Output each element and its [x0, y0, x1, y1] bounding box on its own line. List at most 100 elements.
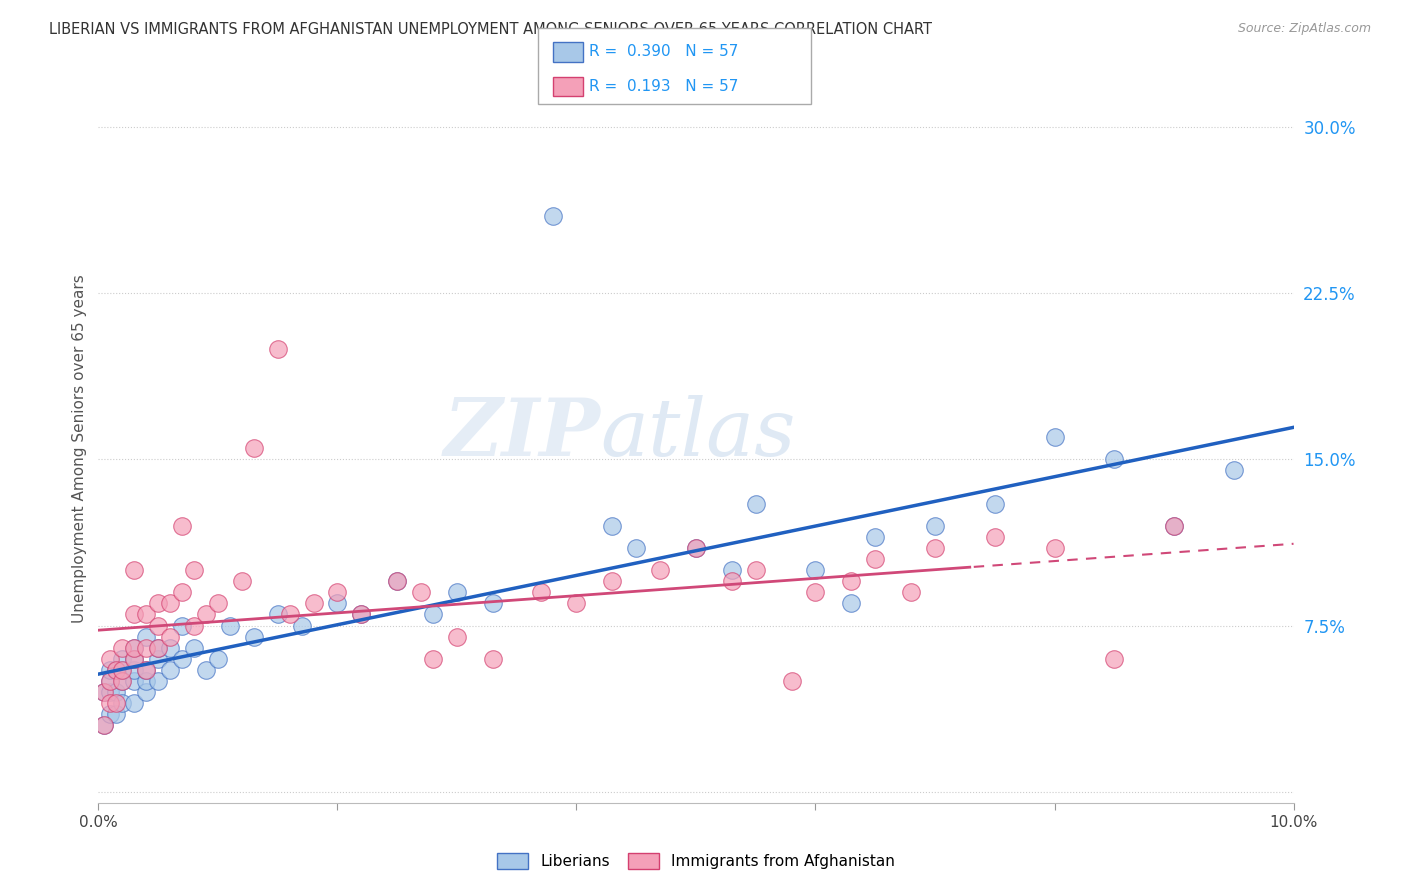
Point: [172, 585, 194, 599]
Point: [159, 640, 181, 655]
Point: [1163, 518, 1185, 533]
Text: ZIP: ZIP: [443, 395, 600, 473]
Point: [422, 607, 444, 622]
Point: [924, 518, 946, 533]
Point: [159, 663, 181, 677]
Point: [172, 652, 194, 666]
Text: LIBERIAN VS IMMIGRANTS FROM AFGHANISTAN UNEMPLOYMENT AMONG SENIORS OVER 65 YEARS: LIBERIAN VS IMMIGRANTS FROM AFGHANISTAN …: [49, 22, 932, 37]
Point: [1043, 541, 1066, 555]
Point: [804, 585, 827, 599]
Point: [291, 618, 314, 632]
Point: [385, 574, 409, 589]
Point: [1043, 430, 1066, 444]
Point: [148, 618, 170, 632]
Point: [111, 663, 134, 677]
Point: [105, 663, 128, 677]
Point: [446, 630, 468, 644]
Point: [111, 696, 134, 710]
Point: [207, 596, 229, 610]
Point: [98, 707, 122, 722]
Point: [135, 685, 157, 699]
Point: [98, 696, 122, 710]
Point: [124, 640, 146, 655]
Point: [984, 497, 1007, 511]
Text: R =  0.193   N = 57: R = 0.193 N = 57: [589, 79, 738, 94]
Point: [124, 607, 146, 622]
Text: Source: ZipAtlas.com: Source: ZipAtlas.com: [1237, 22, 1371, 36]
Point: [207, 652, 229, 666]
Point: [685, 541, 707, 555]
Point: [105, 663, 128, 677]
Point: [135, 640, 157, 655]
Point: [148, 640, 170, 655]
Point: [446, 585, 468, 599]
Point: [111, 663, 134, 677]
Point: [98, 652, 122, 666]
Point: [865, 530, 887, 544]
Point: [159, 630, 181, 644]
Point: [183, 563, 205, 577]
Point: [135, 607, 157, 622]
Point: [219, 618, 242, 632]
Point: [231, 574, 253, 589]
Text: atlas: atlas: [600, 395, 796, 473]
Point: [482, 652, 505, 666]
Point: [98, 685, 122, 699]
Point: [1104, 652, 1126, 666]
Point: [1163, 518, 1185, 533]
Y-axis label: Unemployment Among Seniors over 65 years: Unemployment Among Seniors over 65 years: [72, 274, 87, 623]
Point: [924, 541, 946, 555]
Point: [984, 530, 1007, 544]
Point: [721, 563, 744, 577]
Point: [482, 596, 505, 610]
Point: [135, 673, 157, 688]
Point: [148, 673, 170, 688]
Point: [183, 640, 205, 655]
Point: [602, 574, 624, 589]
Point: [841, 596, 863, 610]
Point: [780, 673, 803, 688]
Point: [111, 640, 134, 655]
Point: [1223, 463, 1246, 477]
Point: [93, 685, 115, 699]
Point: [900, 585, 922, 599]
Point: [745, 497, 768, 511]
Point: [93, 718, 115, 732]
Point: [745, 563, 768, 577]
Point: [385, 574, 409, 589]
Point: [124, 652, 146, 666]
Point: [841, 574, 863, 589]
Point: [326, 585, 349, 599]
Point: [159, 596, 181, 610]
Point: [124, 652, 146, 666]
Point: [111, 673, 134, 688]
Point: [111, 673, 134, 688]
Point: [124, 563, 146, 577]
Point: [243, 630, 266, 644]
Point: [422, 652, 444, 666]
Point: [148, 640, 170, 655]
Point: [804, 563, 827, 577]
Point: [172, 518, 194, 533]
Point: [98, 673, 122, 688]
Point: [135, 663, 157, 677]
Point: [626, 541, 648, 555]
Point: [135, 663, 157, 677]
Point: [93, 718, 115, 732]
Point: [135, 630, 157, 644]
Point: [541, 209, 564, 223]
Point: [98, 673, 122, 688]
Point: [105, 696, 128, 710]
Point: [124, 673, 146, 688]
Point: [326, 596, 349, 610]
Point: [124, 663, 146, 677]
Point: [93, 685, 115, 699]
Point: [243, 441, 266, 455]
Point: [350, 607, 373, 622]
Point: [530, 585, 553, 599]
Point: [865, 552, 887, 566]
Point: [685, 541, 707, 555]
Point: [148, 596, 170, 610]
Legend: Liberians, Immigrants from Afghanistan: Liberians, Immigrants from Afghanistan: [489, 846, 903, 877]
Point: [565, 596, 588, 610]
